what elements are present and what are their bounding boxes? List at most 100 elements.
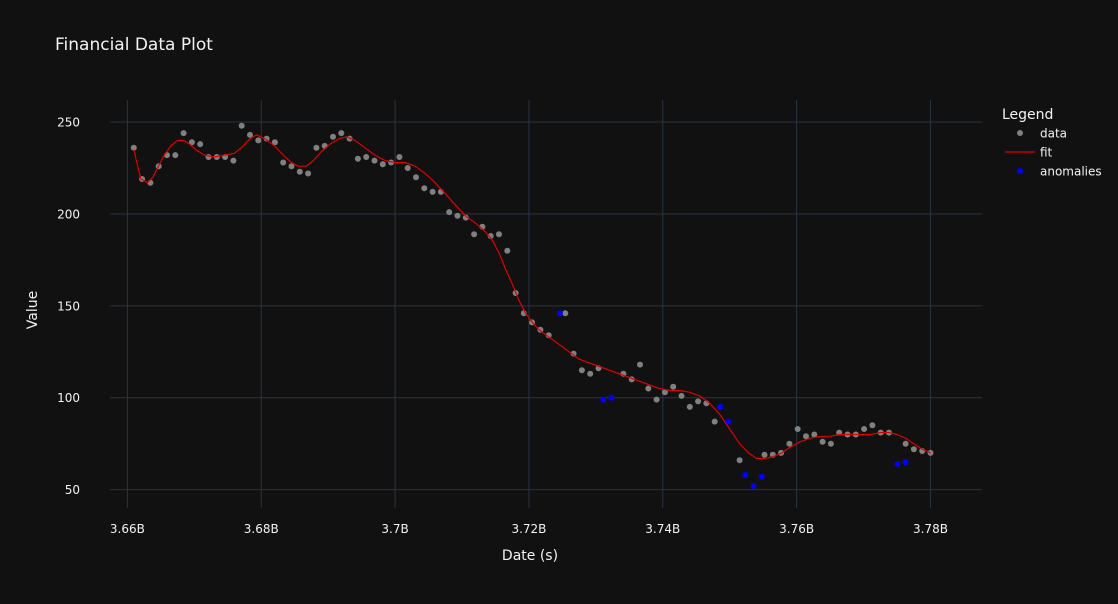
data-point-33 <box>404 165 411 171</box>
anomalies-point-8 <box>894 460 901 467</box>
data-point-30 <box>379 161 386 168</box>
series-fit <box>133 134 931 459</box>
anomalies-point-1 <box>600 396 607 403</box>
data-point-75 <box>811 431 818 438</box>
data-point-29 <box>371 157 378 164</box>
y-axis-ticks: 50 100 150 200 250 <box>57 116 80 498</box>
x-axis-label: Date (s) <box>502 548 558 564</box>
data-point-51 <box>562 310 569 317</box>
legend-item-data[interactable]: data <box>1017 127 1067 141</box>
data-point-50 <box>545 332 552 339</box>
legend[interactable]: Legend data fit anomalies <box>1002 107 1102 179</box>
data-point-25 <box>338 130 345 137</box>
data-point-14 <box>247 131 253 138</box>
data-point-45 <box>504 247 511 254</box>
data-point-74 <box>803 433 809 440</box>
data-point-7 <box>188 139 195 146</box>
legend-label-fit: fit <box>1040 146 1053 160</box>
data-point-13 <box>238 122 245 129</box>
data-point-67 <box>711 418 718 425</box>
anomalies-point-4 <box>725 418 732 425</box>
data-point-85 <box>902 440 909 447</box>
data-point-5 <box>172 152 179 159</box>
data-point-15 <box>255 137 262 144</box>
anomalies-point-2 <box>608 394 615 401</box>
legend-title: Legend <box>1002 107 1053 123</box>
data-point-77 <box>827 440 834 447</box>
data-point-28 <box>363 154 370 160</box>
data-point-32 <box>396 154 403 160</box>
data-point-76 <box>819 438 826 445</box>
data-point-8 <box>197 141 204 148</box>
anomalies-point-9 <box>902 459 909 466</box>
anomalies-point-3 <box>717 403 724 410</box>
data-point-41 <box>471 231 478 238</box>
x-tick-label-1: 3.68B <box>244 522 279 536</box>
y-tick-label-4: 250 <box>57 116 80 130</box>
data-point-61 <box>661 389 668 396</box>
chart-title: Financial Data Plot <box>55 35 213 55</box>
data-point-54 <box>587 370 594 377</box>
data-point-64 <box>686 403 693 410</box>
data-point-69 <box>761 451 768 458</box>
legend-marker-data <box>1017 130 1023 136</box>
data-point-34 <box>413 174 419 181</box>
x-tick-label-0: 3.66B <box>110 522 145 536</box>
x-tick-label-5: 3.76B <box>779 522 814 536</box>
data-point-20 <box>296 168 303 175</box>
anomalies-point-7 <box>758 473 765 480</box>
data-point-63 <box>678 392 685 399</box>
x-axis-ticks: 3.66B 3.68B 3.7B 3.72B 3.74B 3.76B 3.78B <box>110 522 948 536</box>
data-point-19 <box>288 163 295 170</box>
data-point-82 <box>869 422 876 429</box>
anomalies-point-0 <box>556 310 563 317</box>
data-point-27 <box>354 155 361 162</box>
data-point-6 <box>180 130 187 137</box>
data-point-40 <box>462 214 469 221</box>
y-tick-label-3: 200 <box>57 207 80 221</box>
x-tick-label-4: 3.74B <box>645 522 680 536</box>
data-point-22 <box>313 144 320 151</box>
data-point-86 <box>910 446 917 453</box>
legend-marker-anomalies <box>1017 168 1023 174</box>
data-point-44 <box>496 231 502 238</box>
legend-label-data: data <box>1040 127 1067 141</box>
data-point-62 <box>670 383 677 390</box>
data-point-72 <box>786 440 793 447</box>
data-point-73 <box>794 426 801 432</box>
data-point-24 <box>330 133 336 140</box>
data-point-53 <box>578 367 585 374</box>
y-tick-label-0: 50 <box>65 483 80 497</box>
legend-item-anomalies[interactable]: anomalies <box>1017 165 1102 179</box>
fit-line <box>133 134 931 459</box>
data-point-0 <box>130 144 137 151</box>
data-point-68 <box>736 457 743 464</box>
x-tick-label-6: 3.78B <box>913 522 948 536</box>
series-layer <box>130 122 934 489</box>
y-axis-label: Value <box>25 291 41 329</box>
data-point-43 <box>487 233 494 239</box>
data-point-21 <box>305 170 312 177</box>
legend-item-fit[interactable]: fit <box>1005 146 1053 160</box>
data-point-35 <box>421 185 428 192</box>
data-point-17 <box>271 139 278 146</box>
data-point-38 <box>446 209 453 216</box>
x-tick-label-3: 3.72B <box>511 522 546 536</box>
data-point-16 <box>263 135 270 142</box>
data-point-59 <box>645 385 652 392</box>
data-point-36 <box>429 188 436 195</box>
data-point-39 <box>454 212 461 219</box>
data-point-65 <box>695 398 702 405</box>
grid-lines <box>110 100 982 508</box>
data-point-52 <box>570 350 577 357</box>
data-point-81 <box>861 426 868 432</box>
y-tick-label-2: 150 <box>57 299 80 313</box>
data-point-18 <box>280 159 287 166</box>
data-point-58 <box>637 361 643 368</box>
legend-label-anomalies: anomalies <box>1040 165 1102 179</box>
anomalies-point-6 <box>750 482 757 489</box>
data-point-60 <box>653 396 660 403</box>
anomalies-point-5 <box>742 471 749 478</box>
